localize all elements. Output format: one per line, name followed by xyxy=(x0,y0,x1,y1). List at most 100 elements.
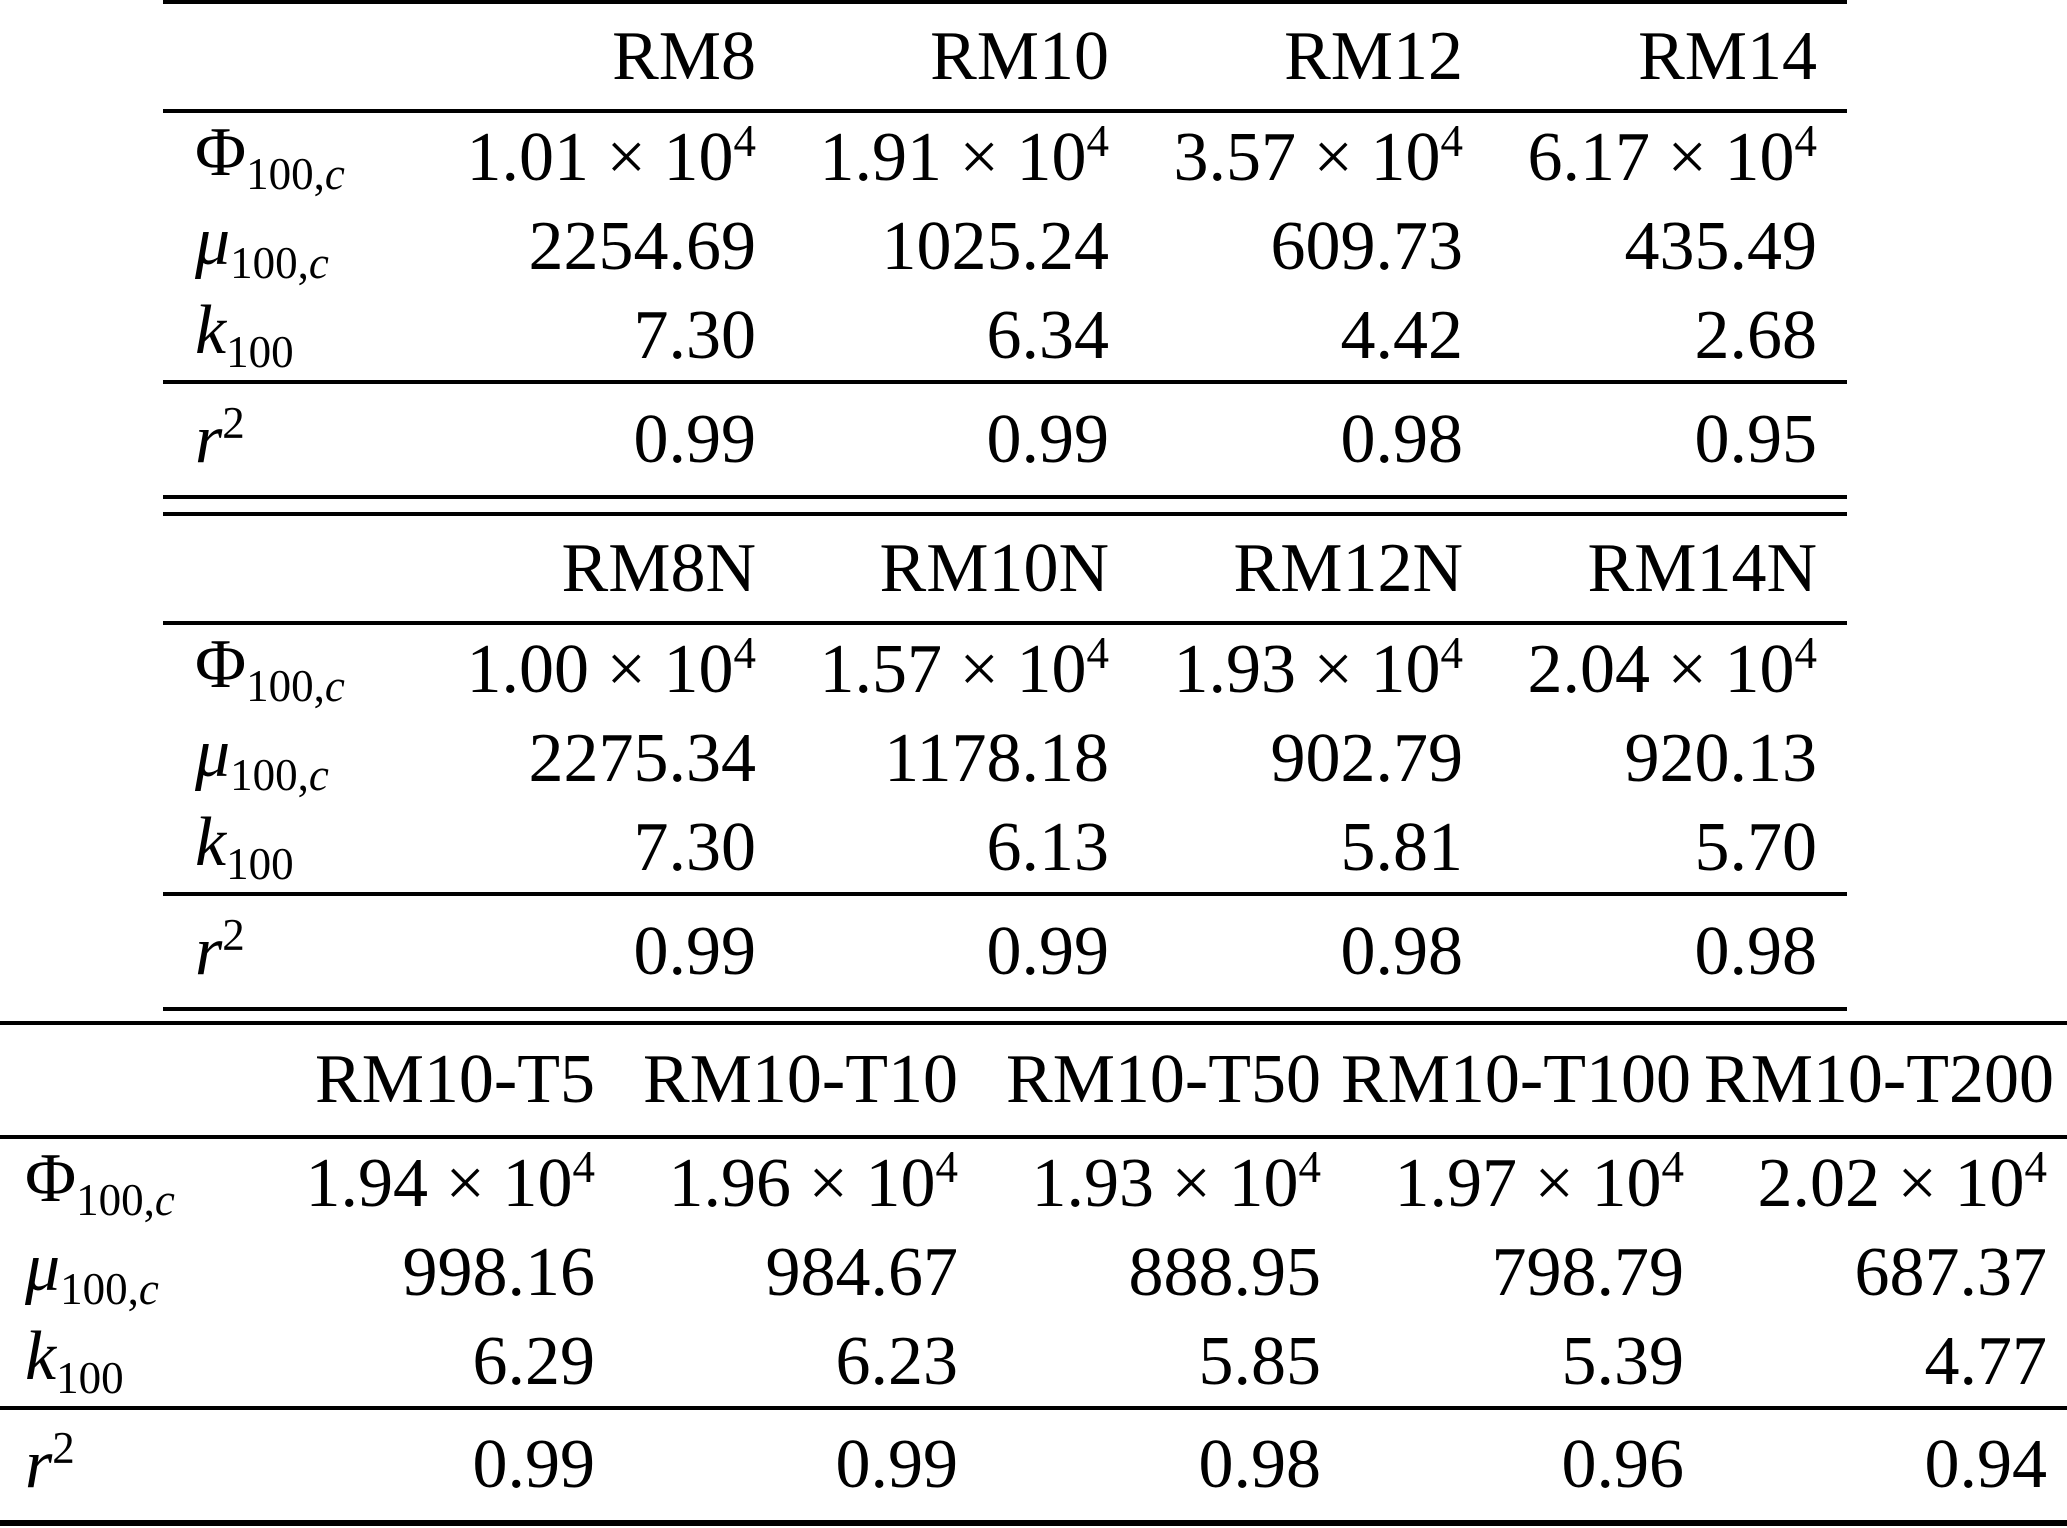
table-cell: 920.13 xyxy=(1493,714,1847,803)
row-label-phi: Φ100,c xyxy=(163,111,433,202)
value-text: 798.79 xyxy=(1491,1233,1685,1311)
column-header: RM10-T10 xyxy=(615,1023,978,1139)
table-row: RM10-T5 RM10-T10 RM10-T50 RM10-T100 RM10… xyxy=(0,1023,2067,1139)
value-text: 1025.24 xyxy=(881,207,1110,285)
header-text: RM10 xyxy=(930,17,1109,95)
header-spacer xyxy=(163,2,433,113)
header-text: RM14N xyxy=(1587,529,1817,607)
table-cell: 435.49 xyxy=(1493,202,1847,291)
label-subscript: 100,c xyxy=(60,1264,159,1314)
value-text: 6.17 × 10 xyxy=(1527,118,1795,196)
value-text: 1178.18 xyxy=(884,719,1109,797)
table-cell: 1.00 × 104 xyxy=(433,623,786,714)
row-label-k: k100 xyxy=(163,291,433,382)
value-text: 0.98 xyxy=(1198,1426,1322,1503)
label-subscript: 100,c xyxy=(246,149,345,199)
table-cell: 798.79 xyxy=(1341,1228,1704,1317)
row-label-k: k100 xyxy=(0,1317,252,1408)
table-row: r2 0.99 0.99 0.98 0.95 xyxy=(163,380,1847,497)
table-row: Φ100,c 1.94 × 104 1.96 × 104 1.93 × 104 … xyxy=(0,1137,2067,1228)
table-cell: 7.30 xyxy=(433,291,786,382)
table-cell: 7.30 xyxy=(433,803,786,894)
exponent: 4 xyxy=(1794,627,1818,678)
column-header: RM10-T5 xyxy=(252,1023,615,1139)
value-text: 0.94 xyxy=(1924,1426,2048,1503)
label-symbol: k xyxy=(25,1318,57,1395)
value-text: 0.99 xyxy=(986,400,1110,478)
fit-table-rmn-series: RM8N RM10N RM12N RM14N Φ100,c 1.00 × 104… xyxy=(163,512,1847,1011)
label-subscript: 100,c xyxy=(76,1175,175,1225)
table-cell: 1.96 × 104 xyxy=(615,1137,978,1228)
label-superscript: 2 xyxy=(222,397,245,448)
value-text: 5.85 xyxy=(1198,1322,1322,1400)
value-text: 4.42 xyxy=(1340,296,1464,374)
fit-table-rm-series: RM8 RM10 RM12 RM14 Φ100,c 1.01 × 104 1.9… xyxy=(163,0,1847,499)
table-cell: 0.99 xyxy=(615,1406,978,1523)
table-row: μ100,c 2275.34 1178.18 902.79 920.13 xyxy=(163,714,1847,803)
header-text: RM10-T5 xyxy=(315,1041,595,1118)
value-text: 2.68 xyxy=(1694,296,1818,374)
header-spacer xyxy=(0,1023,252,1139)
value-text: 984.67 xyxy=(765,1233,959,1311)
value-text: 1.91 × 10 xyxy=(819,118,1087,196)
label-superscript: 2 xyxy=(52,1423,75,1473)
table-cell: 998.16 xyxy=(252,1228,615,1317)
value-text: 6.34 xyxy=(986,296,1110,374)
row-label-mu: μ100,c xyxy=(163,714,433,803)
table-cell: 6.23 xyxy=(615,1317,978,1408)
column-header: RM10-T100 xyxy=(1341,1023,1704,1139)
header-text: RM10-T50 xyxy=(1006,1041,1321,1118)
label-symbol: Φ xyxy=(195,114,247,191)
table-row: Φ100,c 1.00 × 104 1.57 × 104 1.93 × 104 … xyxy=(163,623,1847,714)
exponent: 4 xyxy=(1086,627,1110,678)
value-text: 0.99 xyxy=(835,1426,959,1503)
table-cell: 0.98 xyxy=(978,1406,1341,1523)
table-row: k100 7.30 6.13 5.81 5.70 xyxy=(163,803,1847,894)
header-text: RM10-T200 xyxy=(1704,1041,2054,1118)
exponent: 4 xyxy=(935,1141,959,1192)
value-text: 0.99 xyxy=(633,912,757,990)
value-text: 998.16 xyxy=(402,1233,596,1311)
header-text: RM12N xyxy=(1233,529,1463,607)
table-cell: 4.77 xyxy=(1704,1317,2067,1408)
row-label-mu: μ100,c xyxy=(163,202,433,291)
table-cell: 0.99 xyxy=(252,1406,615,1523)
label-subscript: 100,c xyxy=(230,750,329,800)
table-cell: 5.81 xyxy=(1139,803,1493,894)
table-cell: 4.42 xyxy=(1139,291,1493,382)
table-cell: 6.13 xyxy=(786,803,1139,894)
table-cell: 6.34 xyxy=(786,291,1139,382)
value-text: 5.70 xyxy=(1694,808,1818,886)
label-subscript: 100,c xyxy=(230,238,329,288)
table-cell: 1.01 × 104 xyxy=(433,111,786,202)
table-cell: 1.91 × 104 xyxy=(786,111,1139,202)
value-text: 2.02 × 10 xyxy=(1757,1144,2025,1222)
row-label-mu: μ100,c xyxy=(0,1228,252,1317)
value-text: 902.79 xyxy=(1270,719,1464,797)
table-cell: 0.99 xyxy=(786,892,1139,1009)
header-text: RM10-T100 xyxy=(1341,1041,1691,1118)
column-header: RM10-T50 xyxy=(978,1023,1341,1139)
value-text: 609.73 xyxy=(1270,207,1464,285)
value-text: 0.96 xyxy=(1561,1426,1685,1503)
table-cell: 0.99 xyxy=(433,380,786,497)
exponent: 4 xyxy=(733,115,757,166)
table-cell: 687.37 xyxy=(1704,1228,2067,1317)
value-text: 6.13 xyxy=(986,808,1110,886)
value-text: 1.97 × 10 xyxy=(1394,1144,1662,1222)
value-text: 0.99 xyxy=(986,912,1110,990)
column-header: RM10N xyxy=(786,514,1139,625)
label-subscript: 100 xyxy=(226,327,294,377)
column-header: RM8N xyxy=(433,514,786,625)
table-row: μ100,c 998.16 984.67 888.95 798.79 687.3… xyxy=(0,1228,2067,1317)
table-cell: 6.29 xyxy=(252,1317,615,1408)
label-symbol: μ xyxy=(195,203,231,280)
exponent: 4 xyxy=(572,1141,596,1192)
table-row: Φ100,c 1.01 × 104 1.91 × 104 3.57 × 104 … xyxy=(163,111,1847,202)
exponent: 4 xyxy=(1298,1141,1322,1192)
column-header: RM10-T200 xyxy=(1704,1023,2067,1139)
label-symbol: Φ xyxy=(25,1140,77,1217)
table-cell: 2.68 xyxy=(1493,291,1847,382)
header-text: RM12 xyxy=(1284,17,1463,95)
table-cell: 2.02 × 104 xyxy=(1704,1137,2067,1228)
